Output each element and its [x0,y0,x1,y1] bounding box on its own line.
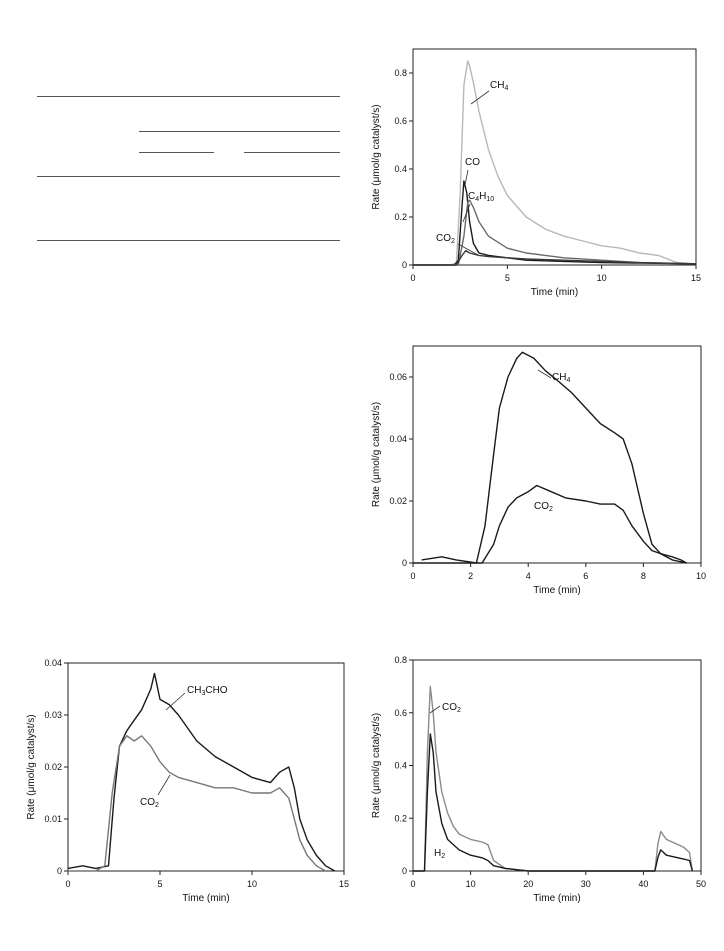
x-tick-label: 10 [466,879,476,889]
y-tick-label: 0.03 [44,710,62,720]
series-label: C4H10 [468,191,494,203]
x-tick-label: 15 [339,879,349,889]
y-tick-label: 0.04 [44,658,62,668]
y-tick-label: 0.02 [44,762,62,772]
y-tick-label: 0 [57,866,62,876]
x-tick-label: 6 [583,571,588,581]
x-tick-label: 10 [247,879,257,889]
x-tick-label: 0 [410,879,415,889]
series-label: H2 [434,848,445,860]
series-line [413,199,697,266]
series-label: CH3CHO [187,685,228,697]
label-leader [157,774,171,796]
series-line [413,180,697,266]
x-tick-label: 15 [691,273,701,283]
series-label: CO2 [140,797,159,809]
x-tick-label: 4 [526,571,531,581]
x-tick-label: 0 [410,571,415,581]
label-leader [537,369,552,379]
series-label: CH4 [490,80,508,92]
plot-area [412,48,697,266]
y-axis-label: Rate (μmol/g catalyst/s) [26,714,37,819]
y-tick-label: 0 [402,260,407,270]
x-tick-label: 50 [696,879,706,889]
x-tick-label: 5 [157,879,162,889]
x-tick-label: 10 [597,273,607,283]
label-leader [457,243,479,256]
series-line [413,60,697,266]
y-tick-label: 0.4 [394,164,407,174]
x-tick-label: 2 [468,571,473,581]
y-tick-label: 0 [402,866,407,876]
series-line [413,484,687,564]
x-tick-label: 30 [581,879,591,889]
chart-3: 0 5 10 15 0 0.01 0.02 0.03 0.04 Time (min) Rate (μ… [26,658,349,904]
table-rule-mid [37,176,340,177]
table-rule-col-a [139,152,214,153]
label-leader [165,692,186,711]
series-line [413,685,694,872]
x-tick-label: 5 [505,273,510,283]
x-axis-label: Time (min) [533,585,580,596]
series-label: CO2 [436,233,455,245]
y-tick-label: 0.8 [394,68,407,78]
x-axis-label: Time (min) [182,893,229,904]
y-tick-label: 0.02 [389,496,407,506]
x-axis-label: Time (min) [531,287,578,298]
x-tick-label: 10 [696,571,706,581]
table-rule-sub [139,131,340,132]
y-tick-label: 0.6 [394,708,407,718]
plot-area [412,659,702,872]
label-leader [464,169,469,186]
y-tick-label: 0.2 [394,813,407,823]
y-tick-label: 0.01 [44,814,62,824]
series-label: CO2 [442,702,461,714]
table-rule-top [37,96,340,97]
series-line [67,672,336,872]
series-label: CH4 [552,372,570,384]
table-rule-col-b [244,152,340,153]
series-line [68,735,326,872]
label-leader [462,203,471,223]
y-tick-label: 0.4 [394,761,407,771]
chart-2: 0 2 4 6 8 10 0 0.02 0.04 0.06 Time (min) Rate (μmol… [371,345,706,596]
series-label: CO [465,157,480,168]
x-tick-label: 40 [638,879,648,889]
y-tick-label: 0.04 [389,434,407,444]
y-tick-label: 0.2 [394,212,407,222]
y-axis-label: Rate (μmol/g catalyst/s) [371,713,382,818]
y-tick-label: 0.06 [389,372,407,382]
series-line [413,249,697,266]
y-tick-label: 0 [402,558,407,568]
label-leader [470,90,490,105]
x-tick-label: 0 [410,273,415,283]
y-axis-label: Rate (μmol/g catalyst/s) [371,104,382,209]
x-tick-label: 20 [523,879,533,889]
y-axis-label: Rate (μmol/g catalyst/s) [371,402,382,507]
y-tick-label: 0.6 [394,116,407,126]
y-tick-label: 0.8 [394,655,407,665]
series-line [413,733,694,872]
chart-1: 0 5 10 15 0 0.2 0.4 0.6 0.8 Time (min) Rate (μmol/… [371,48,701,298]
chart-4: 0 10 20 30 40 50 0 0.2 0.4 0.6 0.8 Time (min) Rate (… [371,655,706,904]
series-label: CO2 [534,501,553,513]
table-rule-bottom [37,240,340,241]
x-tick-label: 8 [641,571,646,581]
series-line [421,351,687,564]
x-tick-label: 0 [65,879,70,889]
x-axis-label: Time (min) [533,893,580,904]
label-leader [429,705,441,714]
plot-area [412,345,702,564]
